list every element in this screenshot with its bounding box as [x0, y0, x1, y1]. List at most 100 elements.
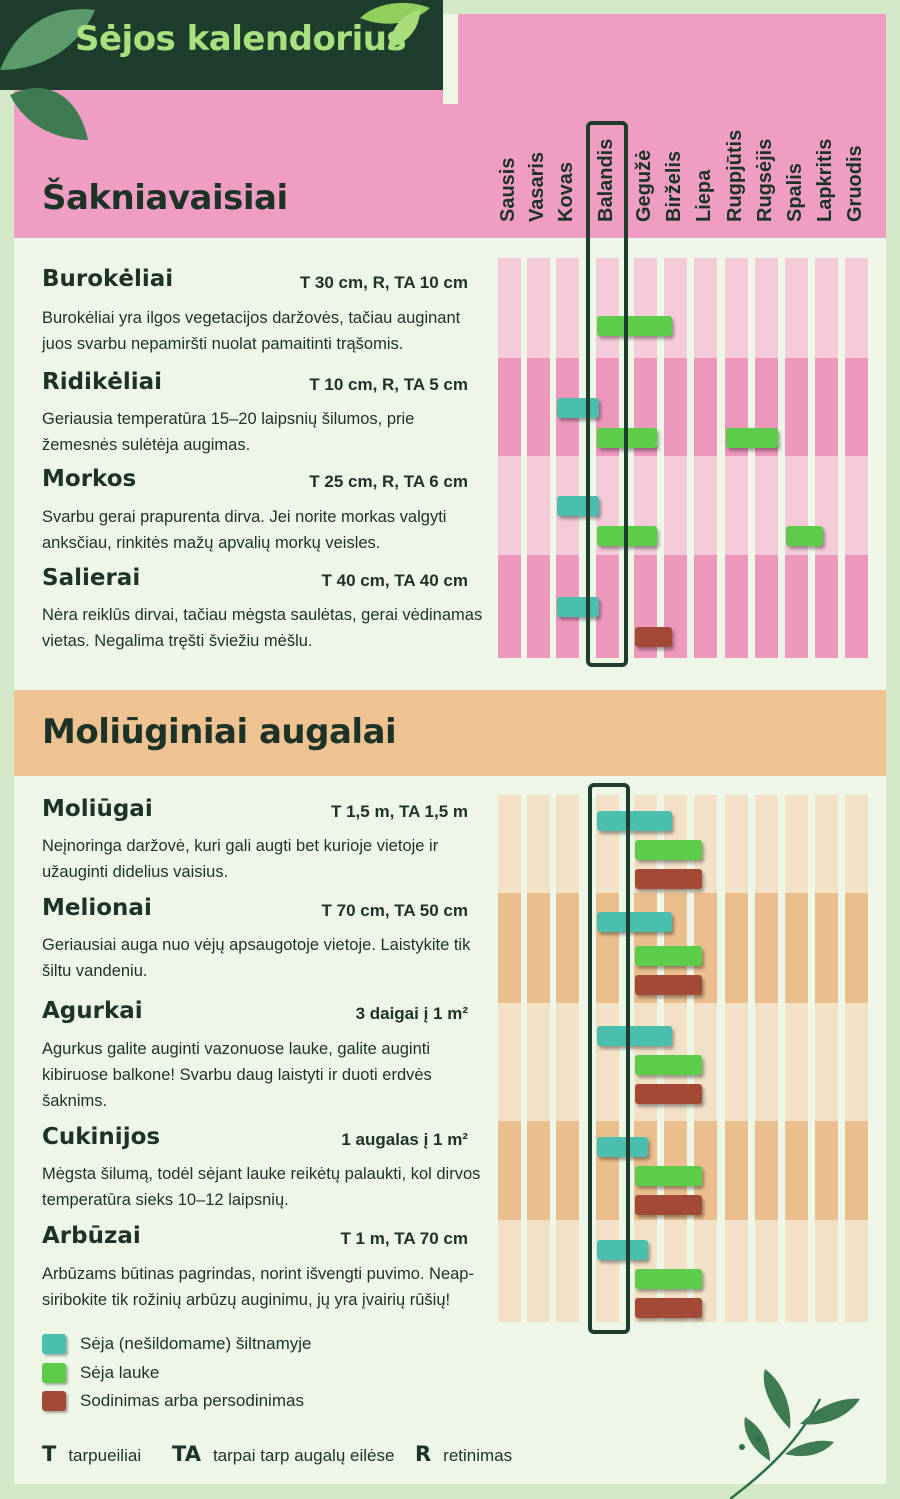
plant-description: Neįnoringa daržovė, kuri gali augti bet … [42, 837, 439, 881]
grid-cell [845, 1121, 868, 1220]
grid-cell [527, 1003, 550, 1121]
grid-cell [845, 358, 868, 456]
schedule-bar-planting [635, 1084, 702, 1104]
grid-cell [527, 1121, 550, 1220]
schedule-bar-greenhouse [597, 912, 672, 932]
month-label: Liepa [693, 169, 715, 222]
schedule-bar-planting [635, 1298, 702, 1318]
schedule-bar-planting [635, 1195, 702, 1215]
grid-cell [815, 1121, 838, 1220]
grid-cell [725, 258, 748, 358]
grid-cell [664, 358, 687, 456]
grid-cell [694, 795, 717, 893]
grid-cell [845, 1220, 868, 1322]
schedule-bar-outdoor [786, 526, 823, 546]
grid-cell [755, 795, 778, 893]
month-label: Gruodis [844, 145, 866, 222]
grid-cell [755, 893, 778, 1003]
plant-name: Agurkai [42, 998, 143, 1024]
grid-cell [815, 893, 838, 1003]
abbreviation-key: R [415, 1442, 432, 1466]
grid-cell [815, 555, 838, 658]
month-label: Lapkritis [814, 138, 836, 222]
grid-cell [498, 1220, 521, 1322]
plant-description: Arbūzams būtinas pagrindas, norint išven… [42, 1265, 474, 1309]
section-title-root-vegetables: Šakniavaisiai [42, 178, 288, 218]
plant-spec: T 10 cm, R, TA 5 cm [309, 375, 468, 394]
month-label: Kovas [555, 161, 577, 222]
abbreviation-text: tarpueiliai [68, 1446, 142, 1465]
schedule-bar-outdoor [635, 1269, 702, 1289]
plant-spec: T 25 cm, R, TA 6 cm [309, 472, 468, 491]
grid-cell [815, 1220, 838, 1322]
grid-cell [556, 258, 579, 358]
grid-cell [694, 1220, 717, 1322]
grid-cell [498, 1003, 521, 1121]
section-header-cucurbits [14, 690, 886, 776]
abbreviation-ta: TA tarpai tarp augalų eilėse [172, 1442, 394, 1466]
grid-cell [845, 893, 868, 1003]
grid-cell [785, 358, 808, 456]
plant-spec: T 70 cm, TA 50 cm [321, 901, 468, 920]
plant-name: Arbūzai [42, 1223, 141, 1249]
grid-cell [694, 358, 717, 456]
month-label: Spalis [784, 163, 806, 222]
schedule-bar-planting [635, 975, 702, 995]
grid-cell [498, 1121, 521, 1220]
schedule-bar-planting [635, 627, 672, 647]
schedule-bar-outdoor [635, 946, 702, 966]
legend-item-outdoor: Sėja lauke [42, 1363, 342, 1385]
schedule-bar-greenhouse [597, 811, 672, 831]
grid-cell [785, 893, 808, 1003]
abbreviation-text: retinimas [443, 1446, 513, 1465]
grid-cell [785, 1220, 808, 1322]
abbreviation-key: T [42, 1442, 57, 1466]
section-title-cucurbits: Moliūginiai augalai [42, 712, 397, 752]
schedule-bar-greenhouse [597, 1240, 648, 1260]
grid-cell [785, 258, 808, 358]
plant-description: Geriausiai auga nuo vėjų apsaugotoje vie… [42, 936, 471, 980]
grid-cell [785, 1121, 808, 1220]
grid-cell [725, 893, 748, 1003]
grid-cell [664, 258, 687, 358]
grid-cell [527, 358, 550, 456]
grid-cell [755, 258, 778, 358]
schedule-bar-outdoor [635, 1055, 702, 1075]
grid-cell [755, 1220, 778, 1322]
grid-cell [498, 358, 521, 456]
grid-cell [785, 555, 808, 658]
plant-spec: T 30 cm, R, TA 10 cm [299, 273, 468, 292]
grid-cell [785, 795, 808, 893]
schedule-bar-outdoor [597, 316, 672, 336]
grid-cell [755, 1121, 778, 1220]
legend-label: Sodinimas arba persodinimas [80, 1391, 304, 1410]
grid-cell [725, 1220, 748, 1322]
legend-label: Sėja lauke [80, 1363, 160, 1382]
schedule-bar-greenhouse [597, 1137, 648, 1157]
legend-item-greenhouse: Sėja (nešildomame) šiltnamyje [42, 1334, 342, 1356]
grid-cell [556, 893, 579, 1003]
month-label: Sausis [497, 157, 519, 222]
legend-swatch-planting [42, 1391, 66, 1411]
grid-cell [845, 795, 868, 893]
schedule-bar-outdoor [635, 1166, 702, 1186]
plant-name: Melionai [42, 895, 152, 921]
grid-cell [556, 1220, 579, 1322]
grid-cell [755, 456, 778, 555]
plant-description: Agurkus galite auginti vazonuose lauke, … [42, 1040, 432, 1110]
grid-cell [845, 456, 868, 555]
grid-cell [527, 456, 550, 555]
schedule-bar-outdoor [635, 840, 702, 860]
grid-cell [725, 795, 748, 893]
plant-name: Burokėliai [42, 266, 174, 292]
grid-cell [527, 258, 550, 358]
legend-label: Sėja (nešildomame) šiltnamyje [80, 1334, 312, 1353]
grid-cell [527, 795, 550, 893]
grid-cell [755, 555, 778, 658]
page-title: Sėjos kalendorius [75, 19, 407, 59]
grid-cell [725, 1121, 748, 1220]
plant-name: Ridikėliai [42, 369, 163, 395]
month-label: Gegužė [633, 149, 655, 222]
plant-spec: T 40 cm, TA 40 cm [321, 571, 468, 590]
